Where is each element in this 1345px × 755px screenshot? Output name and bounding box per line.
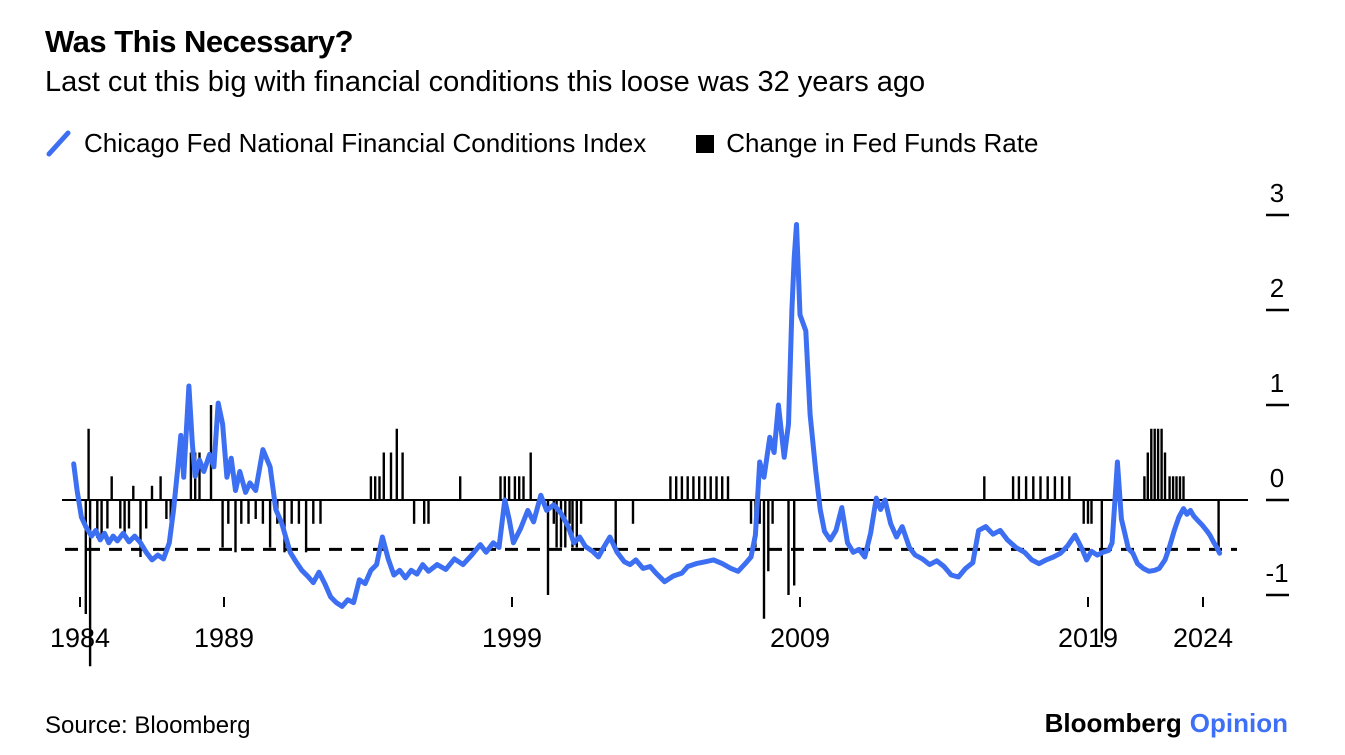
nfci-line [71,222,1223,609]
legend: Chicago Fed National Financial Condition… [45,128,1038,159]
legend-item-nfci: Chicago Fed National Financial Condition… [45,128,646,159]
page-subtitle: Last cut this big with financial conditi… [45,66,926,98]
legend-label-fed-funds: Change in Fed Funds Rate [726,128,1039,158]
y-tick-label: -1 [1265,558,1288,588]
x-tick-label: 2009 [770,623,830,653]
x-tick-label: 2019 [1058,623,1118,653]
line-series-marker-icon [46,130,71,157]
brand-opinion: Opinion [1189,708,1288,738]
y-tick-label: 3 [1270,178,1284,208]
brand-bloomberg: Bloomberg [1044,708,1182,738]
x-tick-label: 1989 [194,623,254,653]
x-tick-label: 1999 [482,623,542,653]
y-tick-label: 2 [1270,273,1284,303]
source-note: Source: Bloomberg [45,712,251,739]
legend-label-nfci: Chicago Fed National Financial Condition… [84,128,647,158]
fed-funds-bars [84,405,1220,667]
page-title: Was This Necessary? [45,24,354,59]
y-tick-label: 1 [1270,368,1284,398]
bloomberg-opinion-logo: Bloomberg Opinion [1045,708,1288,739]
bar-series-marker-icon [696,134,715,153]
y-tick-label: 0 [1270,463,1284,493]
x-tick-label: 2024 [1173,623,1233,653]
x-tick-label: 1984 [50,623,110,653]
legend-item-fed-funds: Change in Fed Funds Rate [696,128,1038,159]
